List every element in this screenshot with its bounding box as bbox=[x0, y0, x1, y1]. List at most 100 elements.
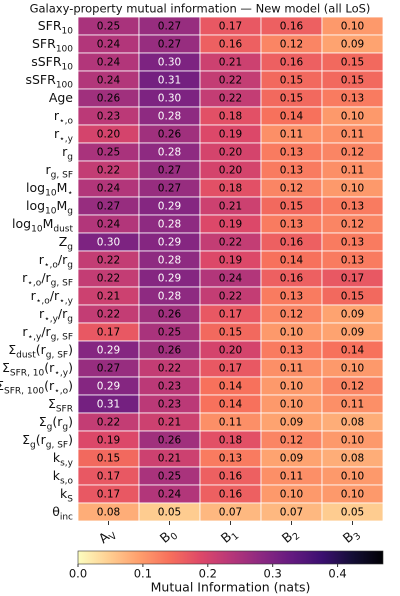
label-part: Σ bbox=[0, 378, 4, 393]
colorbar-tick-label: 0.4 bbox=[328, 567, 346, 581]
cell-label: 0.26 bbox=[158, 129, 182, 141]
label-part: Σ bbox=[8, 342, 16, 357]
label-part: log bbox=[26, 180, 45, 195]
row-label: SFR100 bbox=[32, 36, 73, 54]
row-label: sSFR100 bbox=[25, 72, 73, 90]
label-part: g bbox=[62, 422, 68, 432]
label-part: ) bbox=[68, 342, 73, 357]
cell-label: 0.24 bbox=[219, 273, 243, 285]
cell-label: 0.10 bbox=[341, 363, 364, 375]
cell-label: 0.11 bbox=[341, 399, 364, 411]
label-part: log bbox=[26, 198, 45, 213]
cell-label: 0.12 bbox=[341, 147, 364, 159]
cell-label: 0.26 bbox=[158, 309, 182, 321]
cell-label: 0.20 bbox=[219, 345, 242, 357]
cell-label: 0.15 bbox=[219, 327, 242, 339]
row-label: SFR10 bbox=[38, 18, 74, 36]
label-part: /r bbox=[58, 252, 68, 267]
cell-label: 0.16 bbox=[280, 237, 304, 249]
cell-label: 0.22 bbox=[219, 93, 242, 105]
label-part: M bbox=[56, 198, 67, 213]
cell-label: 0.10 bbox=[341, 489, 364, 501]
cell-label: 0.13 bbox=[219, 453, 242, 465]
cell-label: 0.15 bbox=[280, 201, 303, 213]
cell-label: 0.21 bbox=[219, 57, 242, 69]
cell-label: 0.28 bbox=[158, 255, 181, 267]
cell-label: 0.11 bbox=[280, 129, 303, 141]
row-label: ΣSFR, 100(r⋆,o) bbox=[0, 378, 73, 396]
cell-label: 0.22 bbox=[219, 237, 242, 249]
cell-label: 0.09 bbox=[341, 309, 364, 321]
cell-label: 0.26 bbox=[158, 435, 182, 447]
cell-label: 0.09 bbox=[341, 39, 364, 51]
cell-label: 0.22 bbox=[97, 165, 120, 177]
label-part: (r bbox=[52, 414, 63, 429]
cell-label: 0.30 bbox=[158, 57, 181, 69]
cell-label: 0.17 bbox=[219, 363, 242, 375]
label-part: 1 bbox=[229, 530, 241, 542]
cell-label: 0.27 bbox=[158, 21, 181, 33]
cell-label: 0.28 bbox=[158, 291, 181, 303]
cell-label: 0.10 bbox=[341, 111, 364, 123]
label-part: g bbox=[67, 152, 73, 162]
cell-label: 0.29 bbox=[158, 273, 181, 285]
label-part: g bbox=[67, 242, 73, 252]
label-part: Σ bbox=[48, 396, 56, 411]
label-part: SFR bbox=[32, 36, 56, 51]
cell-label: 0.15 bbox=[280, 93, 303, 105]
row-label: r⋆,y/rg bbox=[39, 306, 73, 324]
cell-label: 0.11 bbox=[341, 129, 364, 141]
cell-label: 0.29 bbox=[158, 237, 181, 249]
cell-label: 0.31 bbox=[158, 75, 181, 87]
label-part: g, SF bbox=[51, 170, 73, 180]
label-part: g bbox=[30, 440, 36, 450]
label-part: Z bbox=[59, 234, 68, 249]
label-part: 10 bbox=[45, 188, 57, 198]
cell-label: 0.09 bbox=[280, 417, 303, 429]
cell-label: 0.10 bbox=[341, 435, 364, 447]
cell-label: 0.16 bbox=[219, 489, 243, 501]
cell-label: 0.11 bbox=[341, 165, 364, 177]
cell-label: 0.12 bbox=[280, 309, 303, 321]
cell-label: 0.17 bbox=[341, 273, 364, 285]
label-part: SFR, 10 bbox=[10, 368, 45, 378]
cell-label: 0.23 bbox=[158, 399, 181, 411]
colorbar-label: Mutual Information (nats) bbox=[151, 580, 311, 595]
cell-label: 0.22 bbox=[97, 255, 120, 267]
cell-label: 0.19 bbox=[219, 255, 242, 267]
label-part: /r bbox=[50, 288, 60, 303]
row-label: Σg(rg, SF) bbox=[22, 432, 73, 450]
label-part: ⋆,y bbox=[27, 332, 41, 342]
label-part: SFR, 100 bbox=[4, 386, 44, 396]
cell-label: 0.07 bbox=[219, 507, 242, 519]
cell-label: 0.16 bbox=[280, 273, 304, 285]
row-label: Zg bbox=[59, 234, 73, 252]
cell-label: 0.19 bbox=[219, 219, 242, 231]
label-part: sSFR bbox=[25, 72, 56, 87]
cell-label: 0.20 bbox=[97, 129, 120, 141]
cell-label: 0.24 bbox=[97, 75, 121, 87]
cell-label: 0.11 bbox=[280, 363, 303, 375]
label-part: r bbox=[62, 144, 68, 159]
cell-label: 0.12 bbox=[280, 39, 303, 51]
label-part: g, SF bbox=[46, 440, 68, 450]
label-part: g, SF bbox=[51, 278, 73, 288]
cell-label: 0.18 bbox=[219, 183, 242, 195]
row-label: rg, SF bbox=[46, 162, 73, 180]
label-part: Σ bbox=[22, 432, 30, 447]
label-part: ⋆,y bbox=[59, 296, 73, 306]
label-part: 3 bbox=[351, 530, 363, 542]
label-part: M bbox=[57, 180, 68, 195]
label-part: 100 bbox=[56, 44, 73, 54]
label-part: /r bbox=[58, 306, 68, 321]
colorbar-tick-label: 0.3 bbox=[264, 567, 282, 581]
row-label: r⋆,o/rg, SF bbox=[22, 270, 73, 288]
cell-label: 0.28 bbox=[158, 147, 181, 159]
label-part: inc bbox=[60, 512, 73, 522]
label-part: 100 bbox=[56, 80, 73, 90]
label-part: ) bbox=[68, 432, 73, 447]
cell-label: 0.05 bbox=[158, 507, 181, 519]
label-part: r bbox=[22, 270, 28, 285]
cell-label: 0.17 bbox=[97, 471, 120, 483]
